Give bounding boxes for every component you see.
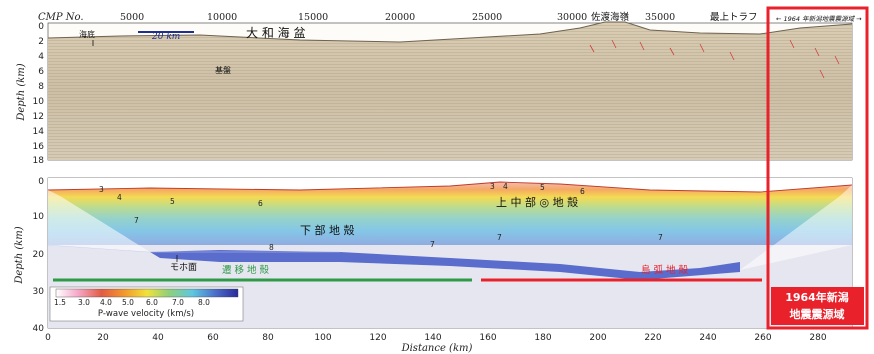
seafloor-line [47,181,853,193]
cmp-tick: 20000 [385,12,415,23]
contour-label: 6 [580,187,585,196]
contour-labels: 3 4 5 6 7 8 3 4 5 6 7 7 7 [99,182,663,252]
contour-label: 4 [117,193,122,202]
distance-tick: 40 [152,333,164,343]
water-column [48,178,852,192]
distance-tick: 20 [97,333,109,343]
moho-label: モホ面 [170,262,197,273]
top-y-axis-label: Depth (km) [16,63,27,121]
cmp-tick: 5000 [120,12,144,23]
distance-tick: 240 [699,333,716,343]
colorbar [55,288,239,298]
trough-label: 最上トラフ [710,12,758,23]
cmp-tick: 35000 [645,12,675,23]
unresolved-right [740,185,852,270]
contour-label: 4 [503,182,508,191]
lower-crust-layer [150,250,740,280]
contour-label: 6 [258,199,263,208]
upper-crust-label: 上 中 部 ◎ 地 殻 [496,195,578,209]
contour-label: 5 [170,197,175,206]
depth-tick: 18 [33,156,45,166]
cmp-tick: 25000 [472,12,502,23]
rupture-zone-callout [771,287,864,325]
depth-tick: 14 [33,127,45,137]
colorbar-tick: 3.0 [78,298,90,307]
bottom-depth-axis: 0 10 20 30 40 [33,177,45,334]
contour-label: 7 [134,216,139,225]
depth-tick: 12 [33,112,44,122]
rupture-zone-highlight [766,6,869,330]
transitional-crust-label: 遷 移 地 殻 [222,264,270,276]
ridge-label: 佐渡海嶺 [591,11,630,23]
velocity-model-panel: 3 4 5 6 7 8 3 4 5 6 7 7 7 下 部 地 殻 上 中 部 … [14,177,853,354]
distance-tick: 220 [644,333,661,343]
scale-bar-label: 20 km [151,32,180,42]
colorbar-ticks: 1.5 3.0 4.0 5.0 6.0 7.0 8.0 [54,298,210,307]
bottom-y-axis-label: Depth (km) [14,226,25,284]
distance-tick: 280 [809,333,826,343]
reflection-texture [48,22,852,160]
depth-tick: 0 [38,22,44,32]
colorbar-tick: 6.0 [146,298,158,307]
cmp-tick: 15000 [298,12,328,23]
callout-line-1: 1964年新潟 [785,290,849,304]
colorbar-tick: 5.0 [122,298,134,307]
rupture-zone-arrow: ← 1964 年新潟地震震源域 → [776,15,862,23]
seafloor-line [47,21,853,43]
lower-crust-label: 下 部 地 殻 [300,223,355,237]
depth-tick: 20 [33,250,45,260]
distance-tick: 60 [207,333,219,343]
contour-label: 7 [430,240,435,249]
depth-tick: 6 [38,67,44,77]
velocity-model [48,182,852,245]
contour-label: 7 [658,233,663,242]
depth-tick: 4 [38,52,44,62]
distance-tick: 260 [754,333,771,343]
depth-tick: 40 [33,324,45,334]
cmp-tick: 10000 [207,12,237,23]
top-depth-axis: 0 2 4 6 8 10 12 14 16 18 [33,22,45,166]
colorbar-tick: 1.5 [54,298,66,307]
depth-tick: 30 [33,287,45,297]
contour-label: 5 [540,183,545,192]
distance-tick: 140 [424,333,441,343]
island-arc-label: 島 弧 地 殻 [641,264,689,276]
colorbar-tick: 4.0 [100,298,112,307]
contour-label: 3 [490,182,495,191]
colorbar-tick: 7.0 [172,298,184,307]
distance-tick: 200 [589,333,606,343]
distance-tick: 160 [479,333,496,343]
cmp-tick: 30000 [557,12,587,23]
unresolved-left [48,190,150,252]
cmp-ticks: 5000 10000 15000 20000 25000 30000 35000 [120,12,675,23]
x-axis-label: Distance (km) [401,343,473,354]
depth-tick: 16 [33,142,45,152]
colorbar-label: P-wave velocity (km/s) [98,309,194,319]
distance-tick: 120 [369,333,386,343]
contour-label: 7 [497,233,502,242]
distance-tick: 180 [534,333,551,343]
fault-marks [589,39,840,79]
depth-tick: 0 [38,177,44,187]
cmp-axis-label: CMP No. [38,12,84,23]
distance-tick: 0 [45,333,51,343]
seafloor-label: 海底 [79,29,95,39]
depth-tick: 2 [38,37,44,47]
basin-label: 大 和 海 盆 [246,25,305,40]
colorbar-tick: 8.0 [198,298,210,307]
depth-tick: 8 [38,82,44,92]
depth-tick: 10 [33,212,45,222]
seismic-section-panel: CMP No. 5000 10000 15000 20000 25000 300… [16,11,862,166]
distance-axis: 0 20 40 60 80 100 120 140 160 180 200 22… [45,333,827,343]
depth-tick: 10 [33,97,45,107]
callout-line-2: 地震震源域 [790,307,845,321]
contour-label: 3 [99,185,104,194]
distance-tick: 100 [314,333,331,343]
distance-tick: 80 [262,333,274,343]
contour-label: 8 [269,243,274,252]
basement-label: 基盤 [215,65,231,75]
